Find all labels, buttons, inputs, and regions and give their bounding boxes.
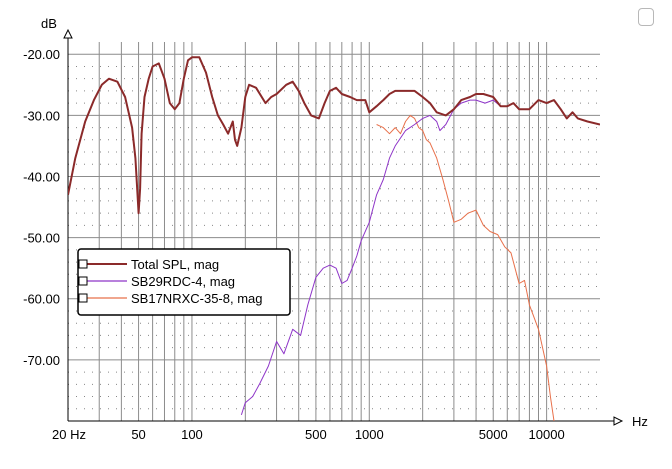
x-tick-label: 500 [305,427,327,442]
y-axis-arrow-icon [63,28,73,39]
x-axis-label: Hz [632,414,648,429]
legend-checkbox[interactable] [78,293,88,303]
y-tick-label: -30.00 [23,108,60,123]
legend-label: Total SPL, mag [131,257,219,272]
series-line-3 [376,114,555,421]
legend[interactable]: Total SPL, mag SB29RDC-4, mag SB17NRXC-35-… [77,248,291,316]
x-tick-label: 1000 [355,427,384,442]
y-tick-label: -70.00 [23,353,60,368]
series-line-1 [68,56,600,215]
y-tick-label: -60.00 [23,292,60,307]
series-lines [68,56,600,421]
x-axis-arrow-icon [613,416,624,426]
corner-checkbox[interactable] [638,8,654,26]
x-tick-label: 100 [181,427,203,442]
x-tick-label: 20 Hz [52,427,86,442]
y-tick-label: -20.00 [23,47,60,62]
y-axis-label: dB [41,16,57,31]
grid-lines [68,42,600,421]
tick-labels: dB Hz -20.00 -30.00 -40.00 -50.00 -60.00 -70.00… [23,16,648,442]
legend-label: SB29RDC-4, mag [131,274,235,289]
legend-checkbox[interactable] [78,276,88,286]
legend-label: SB17NRXC-35-8, mag [131,291,263,306]
x-tick-label: 5000 [479,427,508,442]
x-tick-label: 50 [131,427,145,442]
legend-box [77,248,291,316]
x-tick-label: 10000 [529,427,565,442]
y-tick-label: -50.00 [23,231,60,246]
legend-checkbox[interactable] [78,259,88,269]
y-tick-label: -40.00 [23,169,60,184]
axes [63,28,624,426]
